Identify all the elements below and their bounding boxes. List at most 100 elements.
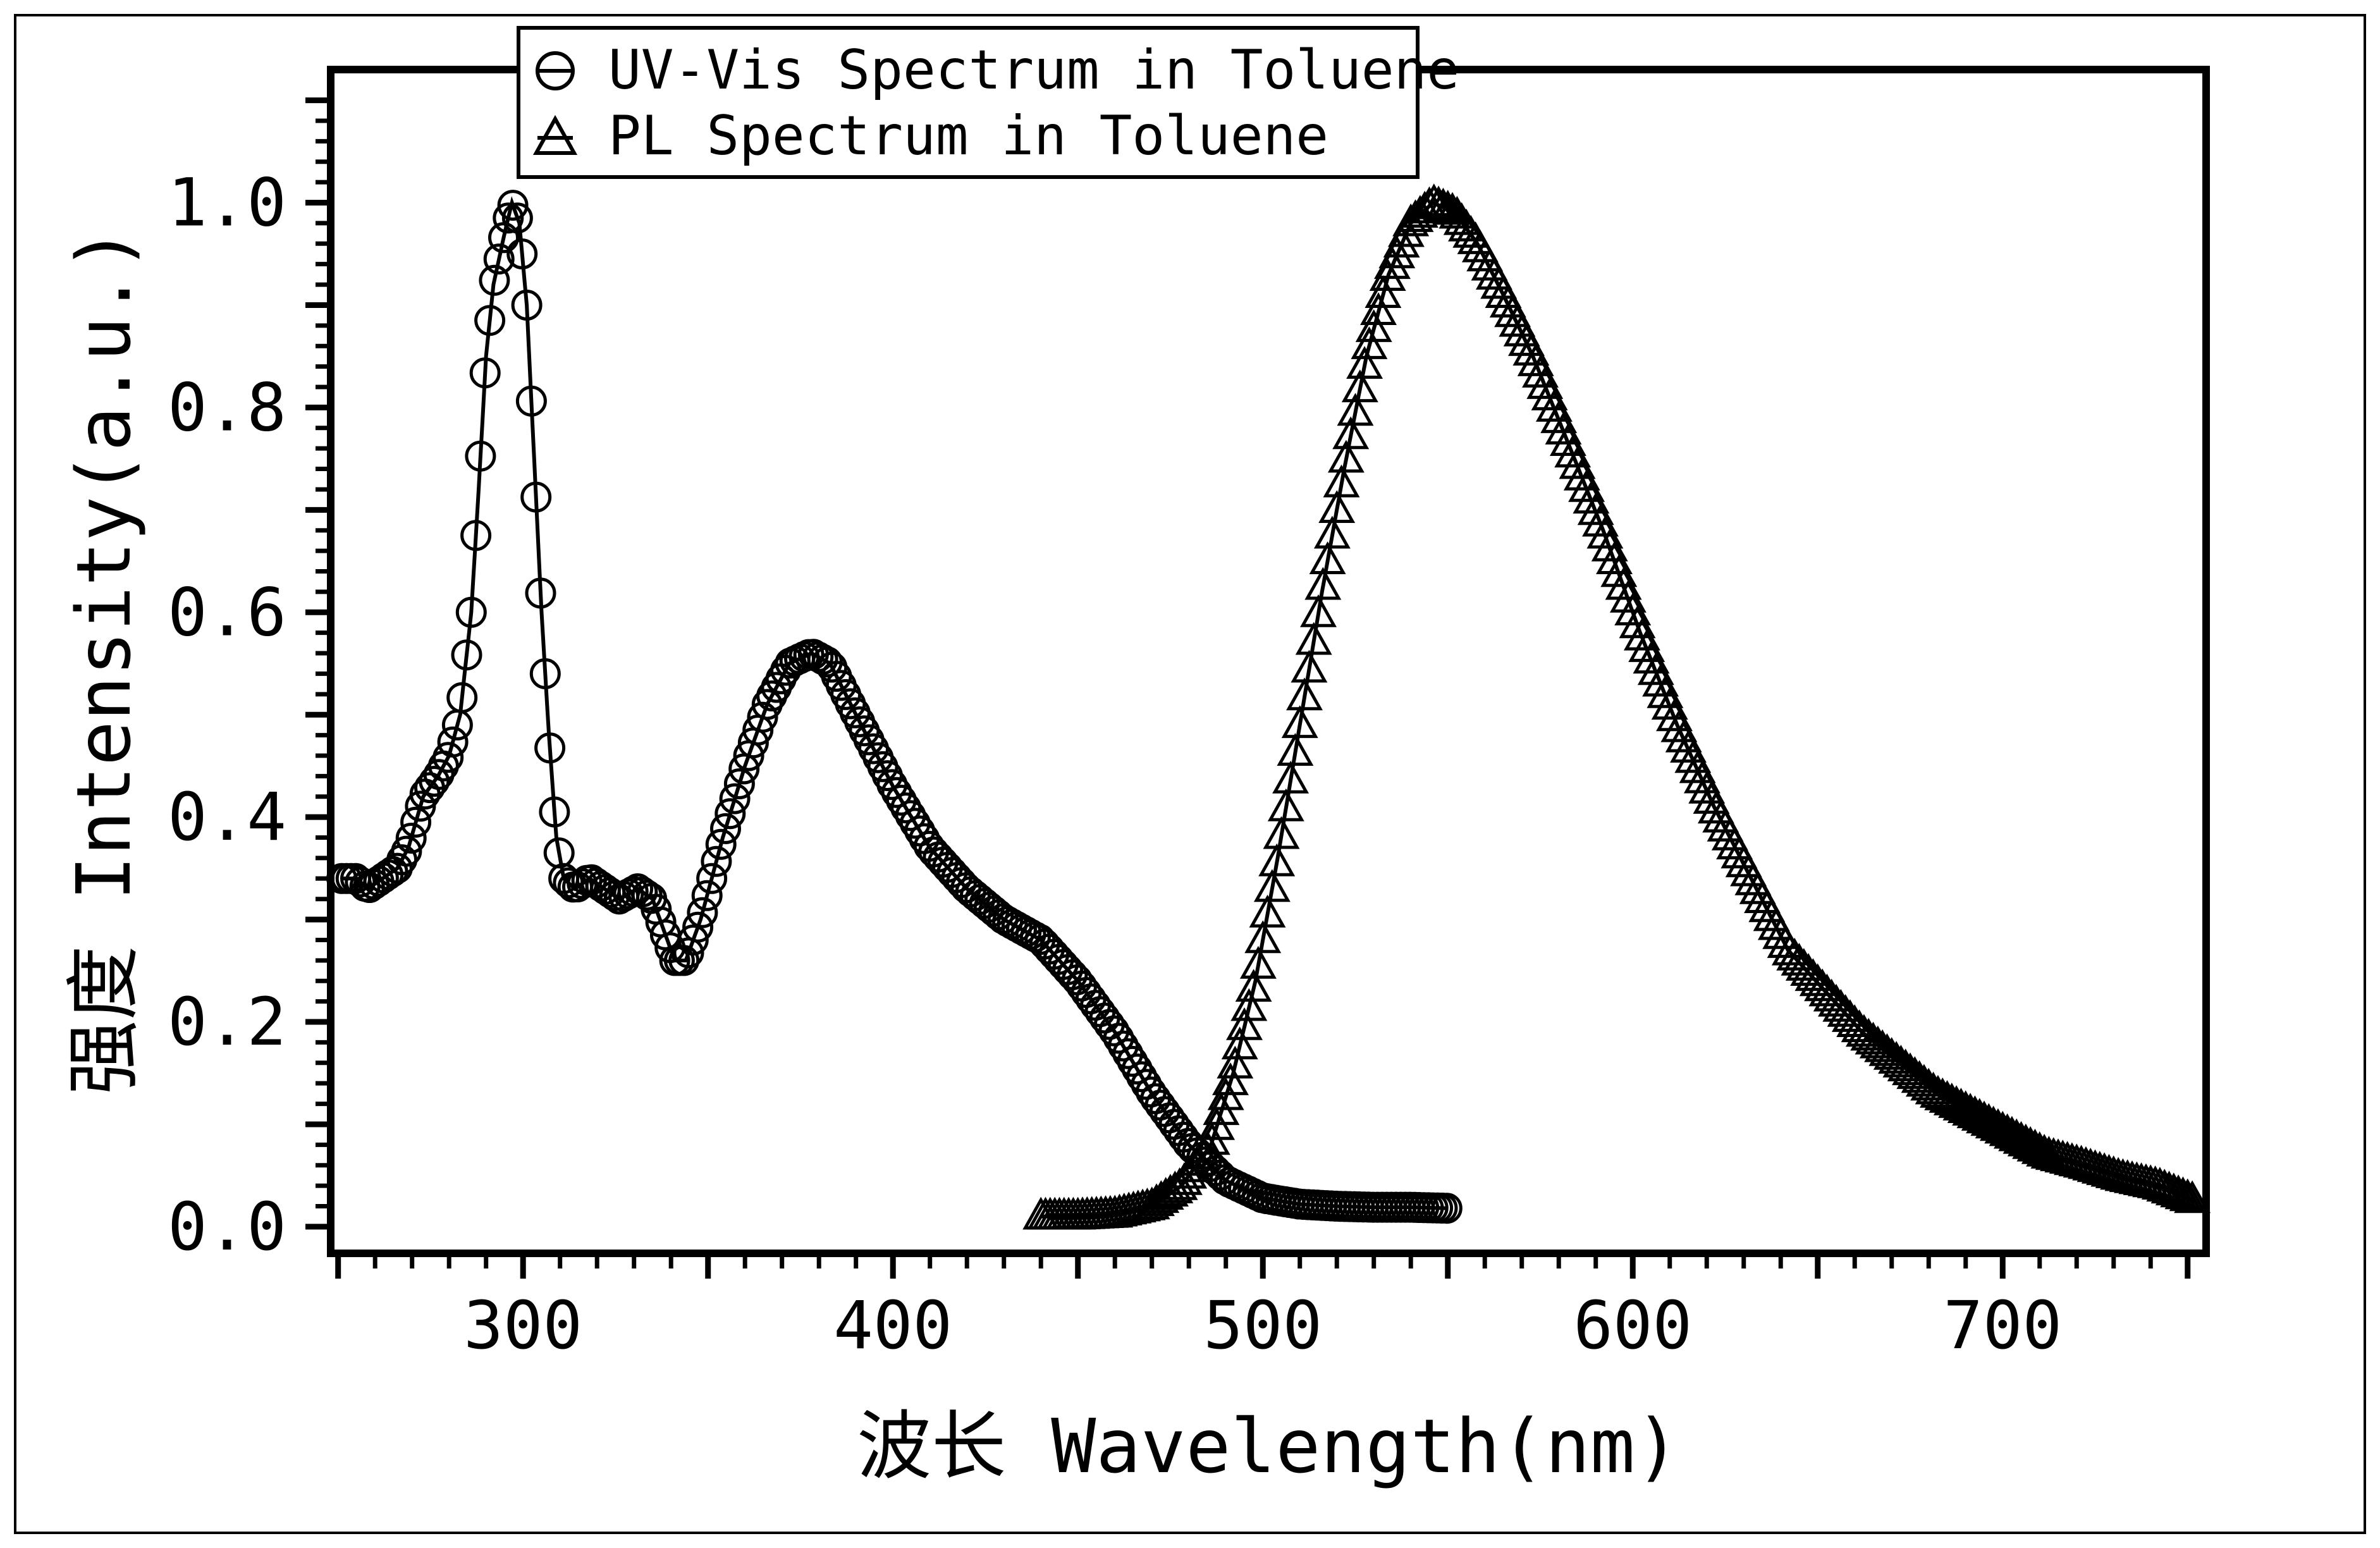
pl-data-point — [1642, 663, 1679, 697]
x-tick-label: 600 — [1573, 1287, 1692, 1364]
uv-vis-data-point — [525, 577, 556, 609]
uv-vis-data-point — [395, 823, 427, 854]
pl-data-point — [1300, 594, 1337, 627]
pl-data-point — [1647, 675, 1684, 708]
pl-data-point — [1332, 416, 1370, 450]
uv-vis-data-point — [391, 835, 422, 867]
pl-data-point — [1360, 292, 1397, 325]
pl-data-point — [1910, 1067, 1948, 1101]
uv-vis-data-point — [493, 202, 524, 234]
pl-data-point — [1864, 1029, 1901, 1062]
pl-data-point — [1369, 258, 1406, 291]
pl-data-point — [1152, 1174, 1189, 1207]
pl-data-point — [1568, 469, 1605, 502]
pl-data-point — [1235, 969, 1272, 1002]
uv-vis-data-point — [1117, 1045, 1148, 1077]
uv-vis-data-point — [747, 701, 778, 733]
pl-data-point — [2174, 1180, 2211, 1213]
pl-data-point — [1989, 1113, 2026, 1146]
y-tick-label: 0.8 — [168, 369, 286, 446]
pl-data-point — [1559, 446, 1596, 479]
uv-vis-data-point — [437, 726, 469, 758]
uv-vis-data-point — [483, 243, 515, 275]
uv-vis-data-point — [474, 305, 506, 336]
pl-data-point — [1919, 1074, 1956, 1108]
pl-data-point — [1253, 869, 1291, 902]
pl-data-point — [1855, 1021, 1892, 1055]
pl-data-point — [1313, 515, 1351, 549]
pl-data-point — [1892, 1052, 1929, 1086]
pl-data-point — [1938, 1085, 1975, 1118]
pl-data-point — [1600, 554, 1638, 587]
x-axis-label: 波长 Wavelength(nm) — [857, 1403, 1680, 1490]
outer-border — [14, 14, 2366, 1534]
pl-data-point — [1924, 1077, 1961, 1110]
pl-data-point — [1295, 622, 1332, 655]
series-markers — [326, 183, 2211, 1230]
uv-vis-data-point — [534, 732, 566, 764]
uv-vis-data-point — [511, 290, 543, 321]
pl-data-point — [1304, 567, 1342, 600]
pl-data-point — [1365, 275, 1402, 308]
uv-vis-data-point — [1121, 1054, 1153, 1084]
pl-data-point — [1337, 393, 1374, 426]
pl-data-point — [1845, 1014, 1882, 1047]
uv-vis-data-point — [520, 481, 552, 513]
pl-data-point — [1947, 1090, 1984, 1123]
pl-data-point — [1249, 894, 1286, 928]
legend-item-uv-vis: UV-Vis Spectrum in Toluene — [536, 39, 1459, 102]
uv-vis-data-point — [432, 742, 464, 773]
pl-data-point — [1956, 1095, 1994, 1129]
pl-data-point — [1341, 369, 1378, 403]
pl-data-point — [1272, 760, 1310, 794]
y-tick-label: 1.0 — [168, 164, 286, 242]
pl-data-point — [1425, 187, 1462, 221]
pl-data-point — [1651, 687, 1688, 720]
uv-vis-data-point — [668, 945, 700, 976]
pl-data-point — [1212, 1062, 1249, 1095]
pl-data-point — [1850, 1017, 1887, 1051]
y-axis-ticks: 0.0 0.2 0.4 0.6 0.8 1.0 — [168, 97, 331, 1265]
pl-data-point — [1609, 579, 1647, 613]
uv-vis-data-point — [506, 238, 538, 269]
pl-data-point — [1605, 567, 1642, 600]
x-tick-label: 400 — [833, 1287, 952, 1364]
pl-data-point — [1915, 1071, 1952, 1105]
uv-vis-data-point — [696, 863, 728, 894]
legend: UV-Vis Spectrum in Toluene PL Spectrum i… — [517, 26, 1459, 179]
pl-data-point — [1596, 541, 1633, 574]
uv-vis-data-point — [460, 520, 492, 551]
pl-data-point — [1351, 326, 1388, 359]
pl-data-point — [1281, 705, 1318, 739]
uv-vis-data-point — [890, 792, 922, 824]
uv-vis-data-point — [419, 766, 450, 797]
pl-data-point — [1929, 1079, 1966, 1113]
y-tick-label: 0.6 — [168, 574, 286, 651]
uv-vis-data-point — [465, 440, 496, 472]
pl-data-point — [1582, 503, 1619, 537]
uv-vis-data-point — [501, 202, 533, 234]
pl-data-point — [1873, 1036, 1910, 1070]
uv-vis-data-point — [715, 798, 746, 830]
x-tick-label: 500 — [1203, 1287, 1322, 1364]
pl-data-point — [1573, 481, 1610, 514]
uv-vis-data-point — [895, 800, 926, 832]
pl-data-point — [1619, 605, 1656, 639]
pl-data-point — [1966, 1100, 2003, 1134]
pl-data-point — [1628, 629, 1665, 662]
pl-data-point — [1993, 1115, 2030, 1149]
pl-data-point — [1623, 617, 1660, 651]
legend-item-pl: PL Spectrum in Toluene — [532, 104, 1328, 168]
uv-vis-data-point — [1098, 1015, 1130, 1047]
pl-data-point — [2164, 1176, 2202, 1210]
uv-vis-data-point — [446, 682, 478, 713]
pl-data-point — [1239, 945, 1277, 979]
pl-data-point — [1979, 1108, 2016, 1141]
pl-data-point — [1633, 641, 1670, 674]
pl-data-point — [1346, 346, 1383, 379]
pl-data-point — [1267, 788, 1304, 821]
uv-vis-data-point — [876, 769, 908, 801]
pl-data-point — [1882, 1045, 1920, 1078]
